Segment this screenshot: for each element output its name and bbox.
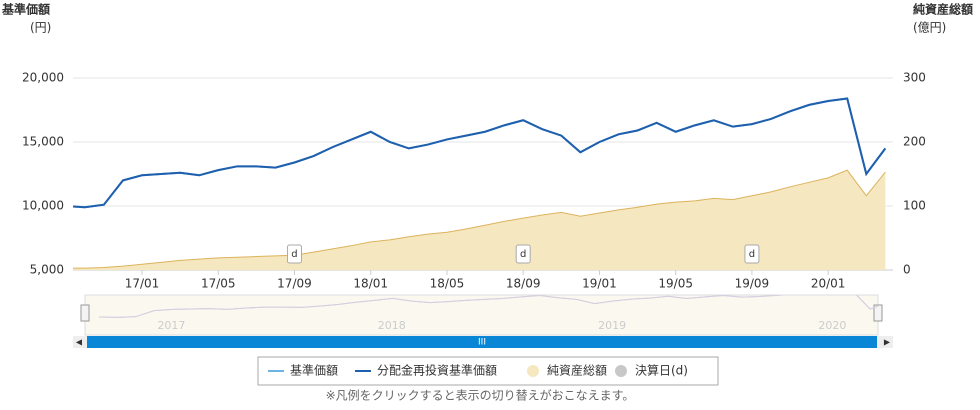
note: ※凡例をクリックすると表示の切り替えがおこなえます。 (326, 388, 635, 403)
navigator-label: 2017 (157, 319, 185, 332)
navigator-handle[interactable] (80, 304, 90, 322)
x-tick-label: 18/09 (506, 277, 541, 291)
y-axis-title: 基準価額 (1, 2, 50, 17)
scrollbar-grip: III (478, 338, 486, 348)
x-tick-label: 19/09 (735, 277, 770, 291)
legend-label[interactable]: 基準価額 (290, 363, 338, 378)
x-tick-label: 18/05 (430, 277, 465, 291)
x-tick-label: 19/01 (582, 277, 617, 291)
navigator-label: 2019 (598, 319, 626, 332)
y2-tick-label: 0 (903, 263, 911, 277)
scrollbar[interactable] (87, 336, 877, 348)
legend-swatch (527, 365, 539, 377)
settlement-label: d (520, 249, 526, 260)
navigator-label: 2020 (818, 319, 846, 332)
navigator-handle[interactable] (873, 304, 883, 322)
y-tick-label: 5,000 (30, 263, 64, 277)
scroll-right[interactable]: ▶ (884, 338, 891, 347)
y-tick-label: 20,000 (22, 71, 64, 85)
y2-tick-label: 200 (903, 135, 926, 149)
settlement-marker (286, 244, 302, 264)
navigator-line (98, 295, 878, 318)
area (73, 170, 886, 270)
scroll-left[interactable]: ◀ (76, 338, 83, 347)
y2-tick-label: 300 (903, 71, 926, 85)
navigator (84, 294, 879, 336)
navigator-series (98, 295, 878, 318)
y-tick-label: 10,000 (22, 199, 64, 213)
x-tick-label: 19/05 (658, 277, 693, 291)
x-tick-label: 17/01 (125, 277, 160, 291)
settlement-label: d (749, 249, 755, 260)
legend-swatch (615, 365, 627, 377)
settlement-marker (515, 244, 531, 264)
navigator-label: 2018 (378, 319, 406, 332)
line (73, 97, 887, 209)
y2-tick-label: 100 (903, 199, 926, 213)
y-tick-label: 15,000 (22, 135, 64, 149)
settlement-marker (744, 244, 760, 264)
plot-area (73, 97, 887, 270)
y2-axis-title: 純資産総額 (913, 2, 973, 17)
legend (257, 356, 719, 386)
x-tick-label: 17/09 (277, 277, 312, 291)
area-edge (73, 169, 886, 269)
settlement-label: d (291, 249, 297, 260)
y2-axis-unit: (億円) (913, 21, 946, 35)
line (73, 97, 887, 209)
legend-label[interactable]: 純資産総額 (547, 363, 607, 378)
x-tick-label: 18/01 (353, 277, 388, 291)
legend-label[interactable]: 決算日(d) (635, 363, 688, 378)
x-tick-label: 20/01 (811, 277, 846, 291)
x-tick-label: 17/05 (201, 277, 236, 291)
y-axis-unit: (円) (30, 21, 51, 35)
legend-label[interactable]: 分配金再投資基準価額 (377, 363, 497, 378)
